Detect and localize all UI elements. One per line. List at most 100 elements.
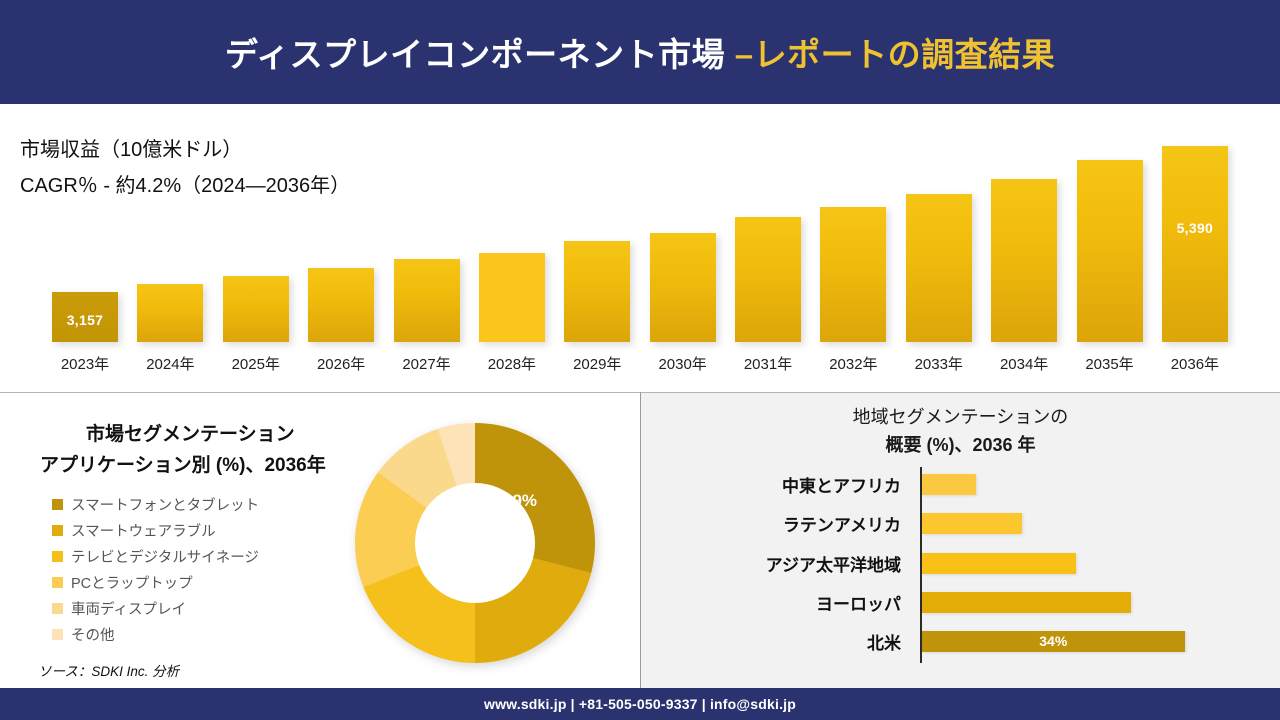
revenue-bar-label: 2033年	[914, 356, 963, 373]
panel-divider-vertical	[640, 392, 641, 688]
revenue-bar-label: 2029年	[573, 356, 622, 373]
revenue-bar-label: 2025年	[231, 356, 280, 373]
segmentation-donut-chart: 29%	[355, 423, 595, 663]
regional-bar: 34%	[922, 630, 1185, 652]
revenue-bar-cell: 2031年	[727, 146, 809, 373]
revenue-bar	[222, 276, 289, 342]
revenue-bar-cell: 2032年	[812, 146, 894, 373]
segmentation-panel: 市場セグメンテーション アプリケーション別 (%)、2036年 スマートフォンと…	[0, 393, 640, 688]
regional-bar-label: ラテンアメリカ	[782, 516, 901, 536]
regional-bar-row: 中東とアフリカ	[641, 466, 1280, 504]
revenue-bar	[478, 253, 545, 342]
cagr-label: CAGR％ - 約4.2%（2024―2036年）	[20, 175, 351, 197]
segmentation-title: 市場セグメンテーション アプリケーション別 (%)、2036年	[0, 419, 640, 481]
legend-swatch-icon	[52, 576, 63, 588]
revenue-bar-cell: 2034年	[983, 146, 1065, 373]
revenue-bar-label: 2034年	[999, 356, 1049, 373]
regional-title-line1: 地域セグメンテーションの	[852, 407, 1069, 427]
donut-top-slice-value: 29%	[503, 491, 538, 510]
revenue-bar	[649, 233, 716, 342]
revenue-bar-label: 2032年	[829, 356, 878, 373]
source-note: ソース：SDKI Inc. 分析	[38, 664, 180, 679]
legend-item: その他	[52, 621, 320, 647]
legend-item-label: その他	[71, 627, 115, 644]
revenue-bar	[735, 217, 801, 342]
regional-bar-row: 北米 34%	[641, 622, 1280, 660]
revenue-bar	[564, 241, 631, 342]
regional-bar-label: 北米	[867, 633, 901, 653]
revenue-bar-label: 2036年	[1170, 356, 1220, 373]
page-header: ディスプレイコンポーネント市場 –レポートの調査結果	[0, 0, 1280, 104]
legend-item-label: 車両ディスプレイ	[71, 601, 186, 618]
regional-bar-chart: 中東とアフリカ ラテンアメリカアジア太平洋地域ヨーロッパ北米 34%	[641, 465, 1280, 665]
regional-title: 地域セグメンテーションの 概要 (%)、2036 年	[641, 403, 1280, 459]
revenue-bar-cell: 2025年	[215, 146, 297, 373]
revenue-bar: 3,157	[52, 292, 118, 342]
legend-swatch-icon	[52, 524, 63, 536]
revenue-bar-cell: 2029年	[556, 146, 638, 373]
regional-bar-label: アジア太平洋地域	[765, 555, 901, 575]
regional-axis-line	[920, 467, 922, 663]
legend-item: 車両ディスプレイ	[52, 595, 320, 621]
revenue-bar	[308, 268, 375, 342]
legend-item: PCとラップトップ	[52, 569, 320, 595]
regional-bar-row: アジア太平洋地域	[641, 544, 1280, 582]
revenue-unit-label: 市場収益（10億米ドル）	[20, 139, 243, 161]
regional-bar	[922, 552, 1077, 574]
revenue-bar-label: 2024年	[146, 356, 195, 373]
revenue-bar	[1076, 160, 1143, 342]
page-title-accent: –レポートの調査結果	[734, 36, 1056, 73]
revenue-bar-cell: 2028年	[471, 146, 553, 373]
regional-bar	[922, 474, 977, 496]
revenue-bar-value: 5,390	[1176, 220, 1214, 236]
regional-title-line2: 概要 (%)、2036 年	[885, 435, 1036, 455]
revenue-bar-cell: 2024年	[129, 146, 211, 373]
regional-bar	[922, 513, 1023, 535]
revenue-bar	[820, 207, 887, 342]
legend-item-label: スマートフォンとタブレット	[71, 497, 260, 514]
revenue-bar-label: 2027年	[402, 356, 451, 373]
revenue-bar-cell: 3,157 2023年	[44, 146, 126, 373]
revenue-bar-cell: 2035年	[1069, 146, 1151, 373]
revenue-bar-value: 3,157	[66, 312, 104, 328]
revenue-bar-label: 2023年	[60, 356, 110, 373]
legend-item-label: スマートウェアラブル	[71, 523, 216, 540]
chart-subtitle-block: 市場収益（10億米ドル） CAGR％ - 約4.2%（2024―2036年）	[20, 132, 350, 204]
page-title: ディスプレイコンポーネント市場 –レポートの調査結果	[225, 28, 1055, 76]
revenue-bar-cell: 2027年	[386, 146, 468, 373]
revenue-bar	[393, 259, 460, 342]
revenue-bar-label: 2035年	[1085, 356, 1134, 373]
revenue-bar	[991, 179, 1058, 342]
donut-hole	[415, 483, 535, 603]
regional-bar	[922, 591, 1131, 613]
regional-bar-label: 中東とアフリカ	[782, 477, 901, 497]
revenue-bar: 5,390	[1161, 146, 1228, 342]
revenue-bar	[137, 284, 204, 342]
regional-bar-row: ラテンアメリカ	[641, 505, 1280, 543]
revenue-bar-cell: 2026年	[300, 146, 382, 373]
revenue-bar	[905, 194, 972, 342]
revenue-bar-cell: 2030年	[642, 146, 724, 373]
revenue-bars-row: 3,157 2023年 2024年 2025年 2026年 2027年 2028年 2029年…	[44, 146, 1236, 373]
regional-bar-row: ヨーロッパ	[641, 583, 1280, 621]
legend-swatch-icon	[52, 550, 63, 562]
revenue-bar-cell: 2033年	[898, 146, 980, 373]
regional-bar-value: 34%	[1039, 632, 1068, 649]
footer-contact: www.sdki.jp | +81-505-050-9337 | info@sd…	[483, 696, 797, 712]
page-footer: www.sdki.jp | +81-505-050-9337 | info@sd…	[0, 688, 1280, 720]
revenue-bar-label: 2028年	[487, 356, 537, 373]
legend-item-label: PCとラップトップ	[71, 575, 193, 592]
segmentation-title-line1: 市場セグメンテーション	[86, 424, 295, 445]
revenue-bar-cell: 5,390 2036年	[1154, 146, 1236, 373]
legend-swatch-icon	[52, 602, 63, 614]
legend-item: スマートフォンとタブレット	[52, 491, 320, 517]
page-title-main: ディスプレイコンポーネント市場	[224, 36, 735, 73]
segmentation-title-line2: アプリケーション別 (%)、2036年	[40, 455, 326, 476]
revenue-bar-label: 2030年	[658, 356, 707, 373]
segmentation-legend: スマートフォンとタブレット スマートウェアラブル テレビとデジタルサイネージ PCとラ…	[52, 491, 320, 647]
legend-item: スマートウェアラブル	[52, 517, 320, 543]
regional-panel: 地域セグメンテーションの 概要 (%)、2036 年 中東とアフリカ ラテンアメリ…	[641, 393, 1280, 688]
legend-swatch-icon	[52, 498, 63, 510]
revenue-bar-label: 2031年	[743, 356, 793, 373]
